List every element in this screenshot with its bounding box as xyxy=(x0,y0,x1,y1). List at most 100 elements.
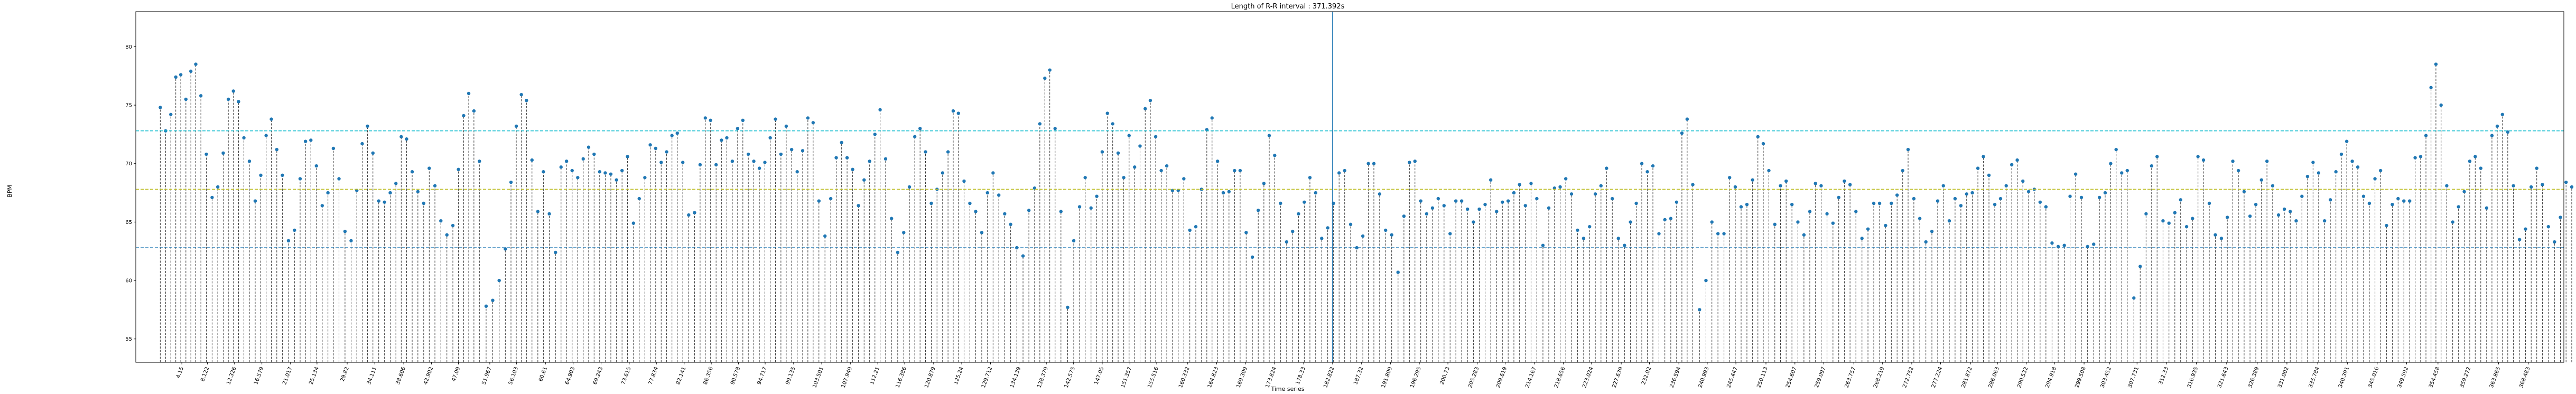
x-tick-label: 268.219 xyxy=(1873,366,1885,389)
stem-marker xyxy=(1048,68,1052,72)
stem-marker xyxy=(1279,201,1282,205)
x-tick-label: 155.516 xyxy=(1147,366,1159,389)
stem-marker xyxy=(2191,217,2194,220)
stem-marker xyxy=(1866,227,1870,231)
x-tick-label: 103.501 xyxy=(812,366,824,389)
stem-marker xyxy=(2021,179,2025,183)
stem-marker xyxy=(1021,254,1025,258)
stem-marker xyxy=(581,157,585,161)
stem-marker xyxy=(1518,183,1521,186)
stem-marker xyxy=(2300,194,2304,198)
stem-marker xyxy=(2517,238,2522,241)
stem-marker xyxy=(1779,184,1782,187)
stem-marker xyxy=(840,140,843,145)
stem-marker xyxy=(2004,184,2008,187)
stem-marker xyxy=(467,91,471,96)
stem-marker xyxy=(857,204,860,208)
stem-marker xyxy=(1872,201,1876,205)
stem-marker xyxy=(405,137,408,141)
stem-marker xyxy=(2207,201,2211,205)
stem-marker xyxy=(1970,191,1974,195)
stem-marker xyxy=(1043,76,1047,80)
stem-marker xyxy=(576,176,580,180)
stem-marker xyxy=(1691,183,1695,186)
stem-marker xyxy=(1802,233,1806,237)
stem-marker xyxy=(2529,185,2533,189)
stem-marker xyxy=(1634,201,1638,205)
stem-marker xyxy=(1059,210,1063,213)
stem-marker xyxy=(2439,103,2443,107)
stem-marker xyxy=(1027,209,1031,212)
stem-marker xyxy=(2265,160,2269,163)
stem-marker xyxy=(1663,218,1667,222)
stem-marker xyxy=(918,127,922,130)
x-tick-label: 151.357 xyxy=(1120,366,1133,389)
stem-marker xyxy=(768,136,772,140)
stem-marker xyxy=(247,160,252,163)
stem-marker xyxy=(609,172,613,176)
stem-marker xyxy=(226,97,230,101)
stem-marker xyxy=(1941,184,1945,187)
stem-marker xyxy=(2092,242,2096,246)
stem-marker xyxy=(1541,243,1545,247)
y-tick-label: 65 xyxy=(125,220,132,226)
stem-marker xyxy=(1814,182,1817,185)
stem-marker xyxy=(2288,210,2292,213)
stem-marker xyxy=(2073,172,2078,176)
stem-marker xyxy=(1529,182,1533,185)
stem-marker xyxy=(946,150,950,154)
stem-marker xyxy=(698,163,702,167)
stem-marker xyxy=(2462,190,2466,194)
stem-marker xyxy=(2328,198,2332,202)
stem-marker xyxy=(570,168,574,173)
x-tick-label: 187.32 xyxy=(1353,366,1364,386)
stem-marker xyxy=(1221,191,1225,195)
stem-marker xyxy=(2044,205,2048,209)
x-tick-label: 21.017 xyxy=(282,366,293,386)
stem-marker xyxy=(293,228,296,232)
stem-marker xyxy=(2434,62,2438,66)
stem-marker xyxy=(337,177,341,181)
stem-marker xyxy=(774,117,777,121)
stem-marker xyxy=(1564,177,1568,181)
stem-marker xyxy=(1831,221,1835,225)
stem-marker xyxy=(1182,177,1186,181)
stem-marker xyxy=(829,196,833,201)
x-tick-label: 90.578 xyxy=(730,366,741,386)
stem-marker xyxy=(1165,164,1169,168)
stem-marker xyxy=(331,146,336,151)
stem-marker xyxy=(1895,193,1899,197)
x-tick-label: 82.141 xyxy=(675,366,687,386)
stem-marker xyxy=(231,89,235,93)
stem-marker xyxy=(159,106,162,109)
stem-marker xyxy=(845,156,849,160)
stem-marker xyxy=(929,201,933,205)
stem-marker xyxy=(1756,135,1760,139)
stem-marker xyxy=(509,180,513,184)
stem-marker xyxy=(1790,203,1794,207)
stem-marker xyxy=(1843,179,1846,183)
stem-marker xyxy=(1825,212,1829,216)
stem-marker xyxy=(2559,215,2562,219)
stem-marker xyxy=(801,149,805,153)
stem-marker xyxy=(968,201,972,205)
stem-marker xyxy=(491,298,495,302)
stem-marker xyxy=(985,191,989,195)
stem-marker xyxy=(457,167,460,171)
stem-marker xyxy=(962,179,966,183)
stem-marker xyxy=(1611,196,1614,201)
stem-marker xyxy=(179,73,183,77)
x-tick-label: 116.386 xyxy=(895,366,907,389)
stem-marker xyxy=(2144,212,2148,216)
stem-marker xyxy=(1430,206,1435,210)
stem-marker xyxy=(2546,225,2550,229)
y-tick-label: 75 xyxy=(125,103,132,109)
stem-marker xyxy=(497,278,501,283)
stem-marker xyxy=(2541,183,2544,186)
stem-marker xyxy=(2254,203,2258,207)
stem-marker xyxy=(2282,207,2286,211)
stem-marker xyxy=(2339,152,2343,156)
x-tick-label: 223.024 xyxy=(1582,366,1594,389)
stem-marker xyxy=(422,201,426,205)
x-tick-label: 303.452 xyxy=(2099,366,2112,389)
